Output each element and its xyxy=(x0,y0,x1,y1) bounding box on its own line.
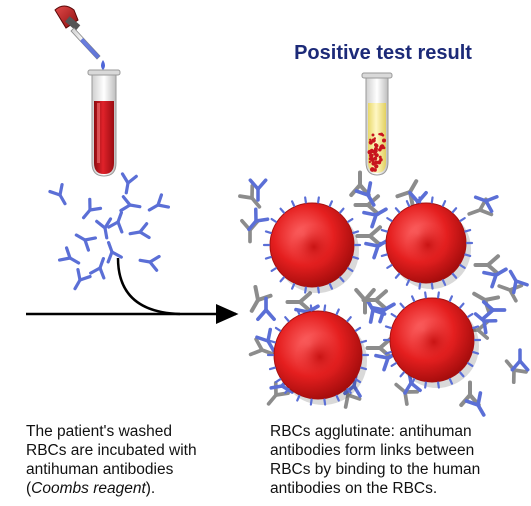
blood-test-tube-icon xyxy=(88,70,120,176)
antibody-icon xyxy=(60,248,83,269)
caption-right-line-1: RBCs agglutinate: antihuman xyxy=(270,422,530,441)
antibody-icon xyxy=(91,256,110,278)
bound-antibody-icon xyxy=(240,186,266,212)
red-blood-cell xyxy=(380,197,472,289)
positive-test-tube-icon xyxy=(362,73,392,175)
caption-right-line-4: antibodies on the RBCs. xyxy=(270,479,530,498)
result-title: Positive test result xyxy=(268,42,498,65)
antihuman-antibody-icon xyxy=(258,299,274,320)
caption-left-line-1: The patient's washed xyxy=(26,422,251,441)
antihuman-antibody-icon xyxy=(243,209,268,234)
free-antibodies xyxy=(50,174,168,292)
dropper-icon xyxy=(55,6,105,70)
caption-right-line-3: RBCs by binding to the human xyxy=(270,460,530,479)
antihuman-antibody-icon xyxy=(473,190,497,211)
caption-left-line-2: RBCs are incubated with xyxy=(26,441,251,460)
agglutinated-rbc-cluster xyxy=(240,173,528,419)
red-blood-cell xyxy=(268,306,368,405)
caption-incubation: The patient's washed RBCs are incubated … xyxy=(26,422,251,498)
coombs-reagent-term: Coombs reagent xyxy=(31,480,146,497)
caption-agglutination: RBCs agglutinate: antihuman antibodies f… xyxy=(270,422,530,498)
antibody-icon xyxy=(73,229,96,250)
antibody-icon xyxy=(146,195,169,216)
antibody-icon xyxy=(121,197,141,214)
linking-antibody-icon xyxy=(288,293,311,311)
antibody-icon xyxy=(109,210,128,232)
antibody-icon xyxy=(119,174,136,194)
linking-antibody-icon xyxy=(476,256,499,274)
antihuman-antibody-icon xyxy=(512,350,527,370)
antibody-icon xyxy=(97,219,114,239)
antibody-icon xyxy=(129,224,149,241)
red-blood-cell xyxy=(264,197,360,293)
caption-right-line-2: antibodies form links between xyxy=(270,441,530,460)
red-blood-cell xyxy=(384,292,480,388)
antibody-icon xyxy=(78,199,100,222)
merge-curve xyxy=(118,258,180,314)
antibody-icon xyxy=(69,270,90,293)
antibody-icon xyxy=(139,253,159,270)
antibody-icon xyxy=(50,185,71,208)
caption-left-line-3: antihuman antibodies xyxy=(26,460,251,479)
linking-antibody-icon xyxy=(358,227,381,245)
caption-left-line-4: (Coombs reagent). xyxy=(26,479,251,498)
